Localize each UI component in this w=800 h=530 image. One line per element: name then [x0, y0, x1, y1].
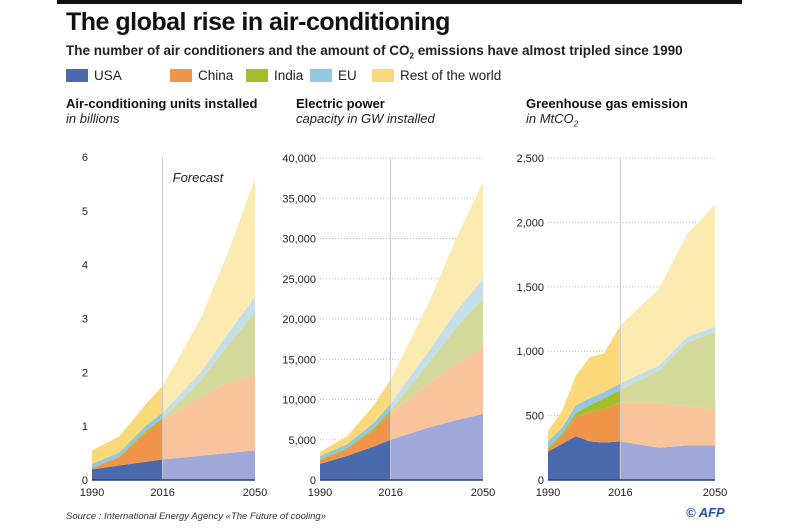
- area-usa-historical: [92, 459, 163, 480]
- area-usa-historical: [548, 436, 621, 480]
- subtitle-sub: 2: [409, 51, 414, 61]
- legend-rest: Rest of the world: [372, 68, 501, 83]
- area-china-forecast: [162, 375, 255, 460]
- y-tick-label: 5,000: [288, 435, 316, 447]
- area-china-historical: [92, 420, 163, 470]
- legend-china: China: [170, 68, 233, 83]
- y-tick-label: 0: [538, 475, 544, 487]
- legend-usa: USA: [66, 68, 122, 83]
- chart2-title: Electric power: [296, 96, 385, 111]
- area-usa-forecast: [162, 450, 255, 480]
- area-eu-historical: [548, 383, 621, 448]
- y-tick-label: 1,000: [516, 346, 544, 358]
- legend-label: India: [274, 68, 304, 83]
- page-title: The global rise in air-conditioning: [66, 8, 450, 36]
- area-china-forecast: [620, 402, 715, 448]
- y-tick-label: 20,000: [282, 314, 316, 326]
- y-tick-label: 1: [82, 421, 88, 433]
- area-usa-forecast: [620, 441, 715, 480]
- top-bar: [57, 0, 742, 4]
- area-usa-historical: [320, 439, 391, 480]
- subtitle: The number of air conditioners and the a…: [66, 43, 683, 61]
- legend-swatch: [246, 69, 268, 82]
- legend-label: Rest of the world: [400, 68, 502, 83]
- y-tick-label: 40,000: [282, 153, 316, 165]
- chart-1: 0 1 2 3 4 5 6 1990 2016 2050 Forecast: [80, 152, 267, 499]
- x-tick-label: 2050: [703, 487, 727, 499]
- chart3-title: Greenhouse gas emission: [526, 96, 688, 111]
- area-usa-forecast: [390, 413, 483, 480]
- chart2-subtitle: capacity in GW installed: [296, 111, 435, 126]
- y-tick-label: 10,000: [282, 395, 316, 407]
- chart-2: 0 5,000 10,000 15,000 20,000 25,000 30,000 35,0…: [282, 153, 495, 499]
- area-eu-forecast: [390, 278, 483, 410]
- y-tick-label: 15,000: [282, 354, 316, 366]
- subtitle-text: The number of air conditioners and the a…: [66, 43, 410, 58]
- area-rest-of-the-world-forecast: [390, 182, 483, 404]
- legend-india: India: [246, 68, 303, 83]
- area-rest-of-the-world-historical: [548, 325, 621, 442]
- y-tick-label: 2,500: [516, 153, 544, 165]
- x-tick-label: 2016: [150, 487, 174, 499]
- legend-label: EU: [338, 68, 357, 83]
- y-tick-label: 2,000: [516, 217, 544, 229]
- area-china-historical: [320, 413, 391, 464]
- area-eu-historical: [320, 403, 391, 460]
- x-tick-label: 1990: [80, 487, 104, 499]
- area-rest-of-the-world-historical: [320, 379, 391, 456]
- area-india-historical: [548, 389, 621, 450]
- area-rest-of-the-world-forecast: [162, 178, 255, 413]
- chart3-subtitle-sub: 2: [573, 119, 579, 129]
- chart3-subtitle: in MtCO2: [526, 111, 578, 129]
- legend-label: USA: [94, 68, 122, 83]
- y-tick-label: 1,500: [516, 282, 544, 294]
- x-tick-label: 1990: [308, 487, 332, 499]
- y-tick-label: 25,000: [282, 274, 316, 286]
- legend-swatch: [310, 69, 332, 82]
- x-tick-label: 2050: [243, 487, 267, 499]
- area-eu-historical: [92, 412, 163, 468]
- y-tick-label: 6: [82, 152, 88, 164]
- chart-3: 0 500 1,000 1,500 2,000 2,500 1990 2016 2050: [516, 153, 727, 499]
- forecast-label: Forecast: [173, 170, 225, 185]
- legend-eu: EU: [310, 68, 357, 83]
- y-tick-label: 500: [526, 411, 544, 423]
- y-tick-label: 4: [82, 260, 88, 272]
- area-eu-forecast: [620, 326, 715, 390]
- x-tick-label: 2016: [608, 487, 632, 499]
- x-tick-label: 1990: [536, 487, 560, 499]
- legend-swatch: [372, 69, 394, 82]
- y-tick-label: 0: [82, 475, 88, 487]
- area-rest-of-the-world-historical: [92, 385, 163, 464]
- afp-logo: © AFP: [686, 505, 725, 520]
- y-tick-label: 0: [310, 475, 316, 487]
- y-tick-label: 35,000: [282, 193, 316, 205]
- area-china-historical: [548, 402, 621, 452]
- area-rest-of-the-world-forecast: [620, 204, 715, 384]
- subtitle-text-end: emissions have almost tripled since 1990: [413, 43, 683, 58]
- area-china-forecast: [390, 347, 483, 440]
- y-tick-label: 3: [82, 314, 88, 326]
- area-india-forecast: [162, 313, 255, 421]
- chart3-subtitle-text: in MtCO: [526, 111, 574, 126]
- y-tick-label: 2: [82, 367, 88, 379]
- legend-swatch: [170, 69, 192, 82]
- chart1-title: Air-conditioning units installed: [66, 96, 258, 111]
- y-tick-label: 5: [82, 206, 88, 218]
- area-india-forecast: [620, 331, 715, 410]
- x-tick-label: 2016: [378, 487, 402, 499]
- area-eu-forecast: [162, 296, 255, 419]
- x-tick-label: 2050: [471, 487, 495, 499]
- legend-swatch: [66, 69, 88, 82]
- area-india-forecast: [390, 298, 483, 414]
- y-tick-label: 30,000: [282, 234, 316, 246]
- source-note: Source : International Energy Agency «Th…: [66, 511, 326, 522]
- chart1-subtitle: in billions: [66, 111, 120, 126]
- legend-label: China: [198, 68, 234, 83]
